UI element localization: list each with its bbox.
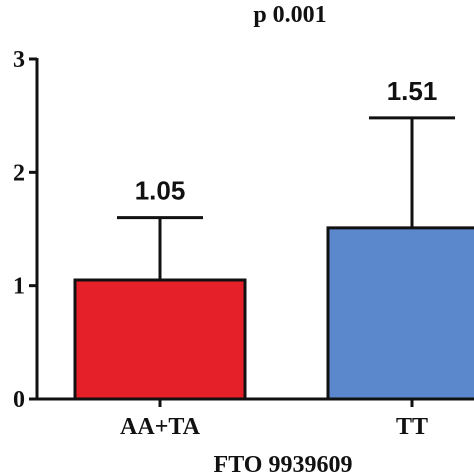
data-label: 1.05 xyxy=(135,176,186,206)
value-labels: 1.05 1.51 xyxy=(135,76,438,206)
data-label: 1.51 xyxy=(387,76,438,106)
bar xyxy=(326,226,474,401)
chart-title: p 0.001 xyxy=(253,2,326,28)
y-tick-label: 2 xyxy=(13,160,25,186)
y-axis: 0 1 2 3 xyxy=(13,47,39,413)
y-tick-label: 0 xyxy=(13,387,25,413)
x-tick-label: TT xyxy=(396,414,428,440)
x-tick-label: AA+TA xyxy=(120,414,201,440)
error-bars xyxy=(117,116,455,280)
bar xyxy=(73,278,247,401)
x-axis: AA+TA TT xyxy=(36,397,474,440)
bars xyxy=(73,226,474,401)
y-tick-label: 3 xyxy=(13,47,25,73)
x-axis-title: FTO 9939609 xyxy=(214,452,353,474)
y-tick-label: 1 xyxy=(13,274,25,300)
